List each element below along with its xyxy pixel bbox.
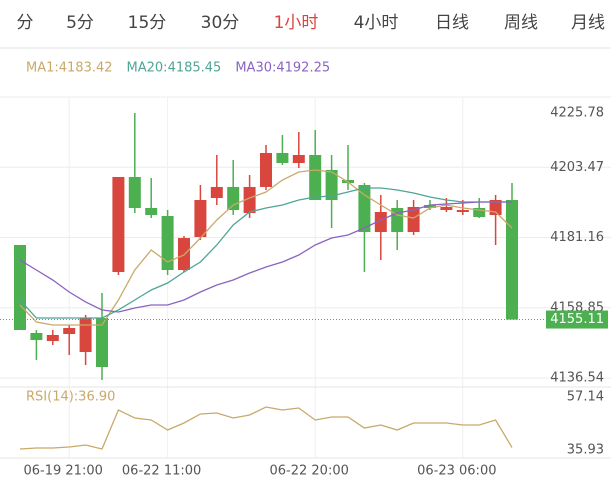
y-tick-label: 4225.78 [550, 106, 604, 121]
period-tab[interactable]: 1小时 [274, 13, 319, 33]
candle-body [292, 155, 305, 163]
candle-body [128, 177, 141, 208]
candle-body [161, 215, 174, 270]
ma-line [19, 169, 513, 326]
period-tab[interactable]: 分 [17, 13, 34, 33]
last-price-label: 4155.11 [550, 312, 604, 327]
period-tab[interactable]: 日线 [435, 13, 469, 33]
candle-body [456, 210, 469, 212]
last-price-box [546, 310, 608, 329]
period-tab[interactable]: 周线 [504, 13, 538, 33]
candle-body [309, 155, 322, 200]
period-tab[interactable]: 4小时 [354, 13, 399, 33]
ma-line [19, 187, 512, 319]
period-tab[interactable]: 15分 [128, 13, 167, 33]
candle-body [424, 205, 436, 208]
candle-body [14, 244, 26, 331]
candle-body [210, 186, 223, 199]
candle-body [440, 206, 453, 211]
y-tick-label: 4181.16 [550, 230, 604, 245]
x-tick-label: 06-22 20:00 [270, 464, 349, 479]
candle-body [112, 177, 125, 273]
candle-body [194, 199, 207, 237]
period-tab[interactable]: 5分 [66, 13, 94, 33]
ma-line [19, 201, 512, 313]
rsi-legend: RSI(14):36.90 [26, 390, 115, 405]
candle-body [243, 186, 256, 214]
x-tick-label: 06-23 06:00 [417, 464, 496, 479]
candle-body [145, 207, 158, 215]
candle-body [260, 152, 272, 187]
candle-body [63, 327, 76, 335]
candle-body [79, 318, 92, 352]
candle-body [506, 199, 518, 320]
candle-body [178, 238, 190, 270]
x-tick-label: 06-19 21:00 [24, 464, 103, 479]
candle-body [374, 211, 387, 232]
period-tab[interactable]: 月线 [571, 13, 605, 33]
candle-body [407, 206, 420, 232]
y-tick-label: 4203.47 [550, 160, 604, 175]
candle-body [227, 186, 240, 211]
ma-legend: MA30:4192.25 [235, 61, 330, 76]
rsi-tick-label: 35.93 [567, 443, 604, 458]
x-tick-label: 06-22 11:00 [122, 464, 201, 479]
candle-body [325, 169, 338, 200]
candle-body [46, 334, 59, 342]
candle-body [473, 207, 486, 218]
ma-legend: MA20:4185.45 [127, 61, 222, 76]
candle-body [96, 318, 108, 368]
candle-body [276, 152, 289, 163]
rsi-line [19, 406, 513, 450]
rsi-tick-label: 57.14 [567, 390, 604, 405]
period-tab[interactable]: 30分 [201, 13, 240, 33]
ma-legend: MA1:4183.42 [26, 61, 113, 76]
y-tick-label: 4136.54 [550, 371, 604, 386]
candle-body [30, 333, 43, 340]
